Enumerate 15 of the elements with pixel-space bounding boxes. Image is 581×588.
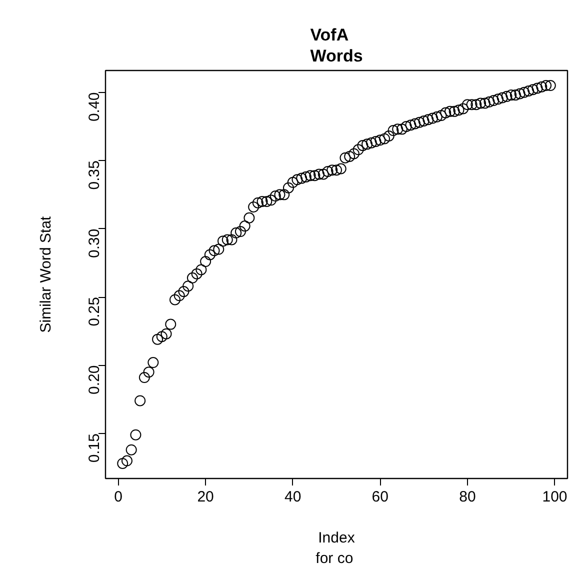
- x-tick-label: 100: [542, 488, 568, 506]
- x-tick-label: 0: [114, 488, 122, 506]
- x-axis-title: Index for co: [316, 530, 356, 567]
- y-tick-label: 0.15: [86, 433, 103, 463]
- x-tick-label: 40: [284, 488, 302, 506]
- y-tick-label: 0.35: [86, 160, 103, 190]
- y-tick-label: 0.40: [86, 92, 103, 122]
- y-axis-title: Similar Word Stat: [38, 215, 54, 333]
- chart-title: VofA Words: [310, 26, 363, 66]
- x-tick-label: 80: [459, 488, 476, 506]
- y-tick-label: 0.20: [86, 365, 103, 394]
- y-tick-label: 0.30: [86, 228, 103, 258]
- y-tick-label: 0.25: [86, 297, 103, 326]
- x-tick-label: 60: [372, 488, 388, 506]
- x-tick-label: 20: [197, 488, 214, 506]
